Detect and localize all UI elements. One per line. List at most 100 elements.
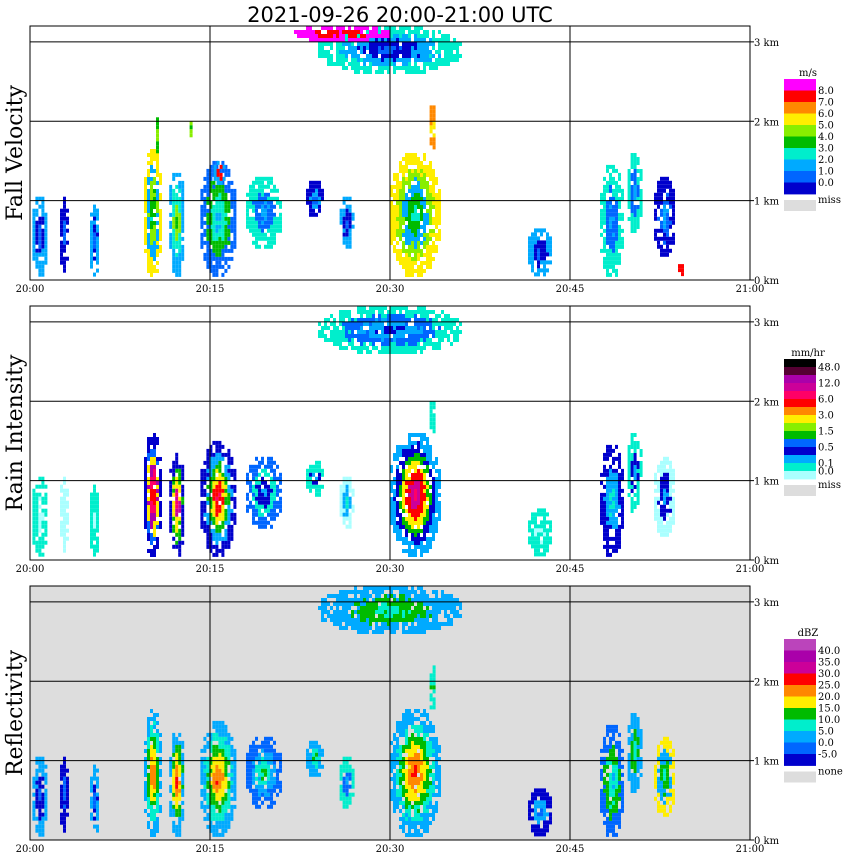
echo-cell xyxy=(218,184,222,189)
echo-cell xyxy=(147,537,150,541)
echo-cell xyxy=(276,224,279,229)
echo-cell xyxy=(408,318,411,322)
echo-cell xyxy=(423,342,426,346)
echo-cell xyxy=(351,346,354,350)
echo-cell xyxy=(342,220,346,225)
echo-cell xyxy=(321,188,324,193)
echo-cell xyxy=(420,269,423,273)
echo-cell xyxy=(420,185,423,189)
echo-cell xyxy=(429,261,432,265)
echo-cell xyxy=(153,157,156,161)
echo-cell xyxy=(233,244,237,249)
echo-cell xyxy=(408,197,411,201)
echo-cell xyxy=(615,228,618,233)
echo-cell xyxy=(215,792,219,797)
echo-cell xyxy=(396,217,399,221)
echo-cell xyxy=(429,525,432,529)
echo-cell xyxy=(233,228,237,233)
echo-cell xyxy=(264,184,267,189)
echo-cell xyxy=(175,500,179,505)
echo-cell xyxy=(261,760,264,765)
echo-cell xyxy=(378,318,381,322)
echo-cell xyxy=(411,537,414,541)
echo-cell xyxy=(408,34,411,38)
echo-cell xyxy=(153,265,156,269)
echo-cell xyxy=(348,310,351,314)
echo-cell xyxy=(66,768,69,773)
echo-cell xyxy=(354,326,357,330)
echo-cell xyxy=(666,224,669,229)
echo-cell xyxy=(534,248,537,253)
echo-cell xyxy=(90,500,93,505)
echo-cell xyxy=(315,492,318,497)
echo-cell xyxy=(414,326,417,330)
echo-cell xyxy=(408,189,411,193)
echo-cell xyxy=(429,445,432,449)
echo-cell xyxy=(417,306,420,310)
echo-cell xyxy=(172,228,176,233)
echo-cell xyxy=(255,212,258,217)
echo-cell xyxy=(44,220,48,225)
echo-cell xyxy=(303,30,306,34)
echo-cell xyxy=(408,549,411,553)
echo-cell xyxy=(354,50,357,54)
echo-cell xyxy=(417,26,420,30)
echo-cell xyxy=(233,476,237,481)
echo-cell xyxy=(393,26,396,30)
echo-cell xyxy=(426,265,429,269)
echo-cell xyxy=(663,224,666,229)
echo-cell xyxy=(224,164,228,169)
echo-cell xyxy=(230,776,234,781)
echo-cell xyxy=(423,525,426,529)
echo-cell xyxy=(420,509,423,513)
echo-cell xyxy=(255,468,258,473)
echo-cell xyxy=(405,330,408,334)
echo-cell xyxy=(249,464,252,469)
echo-cell xyxy=(609,520,612,525)
echo-cell xyxy=(200,776,204,781)
echo-cell xyxy=(156,181,159,185)
echo-cell xyxy=(603,512,606,517)
height-tick-label: 3 km xyxy=(754,318,780,329)
echo-cell xyxy=(660,184,663,189)
echo-cell xyxy=(405,549,408,553)
echo-cell xyxy=(633,217,637,221)
echo-cell xyxy=(178,180,182,185)
echo-cell xyxy=(218,780,222,785)
echo-cell xyxy=(212,496,216,501)
echo-cell xyxy=(66,488,69,493)
echo-cell xyxy=(399,257,402,261)
echo-cell xyxy=(366,38,369,42)
echo-cell xyxy=(312,30,315,34)
echo-cell xyxy=(540,268,543,273)
echo-cell xyxy=(156,137,159,142)
echo-cell xyxy=(408,453,411,457)
echo-cell xyxy=(218,224,222,229)
echo-cell xyxy=(657,188,660,193)
echo-cell xyxy=(156,481,159,485)
echo-cell xyxy=(32,528,36,533)
echo-cell xyxy=(206,208,210,213)
echo-cell xyxy=(212,236,216,241)
echo-cell xyxy=(60,788,63,793)
echo-cell xyxy=(414,453,417,457)
echo-cell xyxy=(429,461,432,465)
echo-cell xyxy=(252,228,255,233)
echo-cell xyxy=(41,216,45,221)
time-tick-label: 20:00 xyxy=(16,564,45,575)
echo-cell xyxy=(420,322,423,326)
echo-cell xyxy=(348,500,352,505)
echo-cell xyxy=(181,524,185,529)
echo-cell xyxy=(660,528,663,533)
echo-cell xyxy=(147,749,150,753)
echo-cell xyxy=(360,350,363,354)
echo-cell xyxy=(435,334,438,338)
echo-cell xyxy=(390,30,393,34)
echo-cell xyxy=(249,748,252,753)
echo-cell xyxy=(212,452,216,457)
echo-cell xyxy=(93,520,96,525)
echo-cell xyxy=(90,532,93,537)
echo-cell xyxy=(150,209,153,213)
echo-cell xyxy=(339,504,343,509)
echo-cell xyxy=(41,536,45,541)
